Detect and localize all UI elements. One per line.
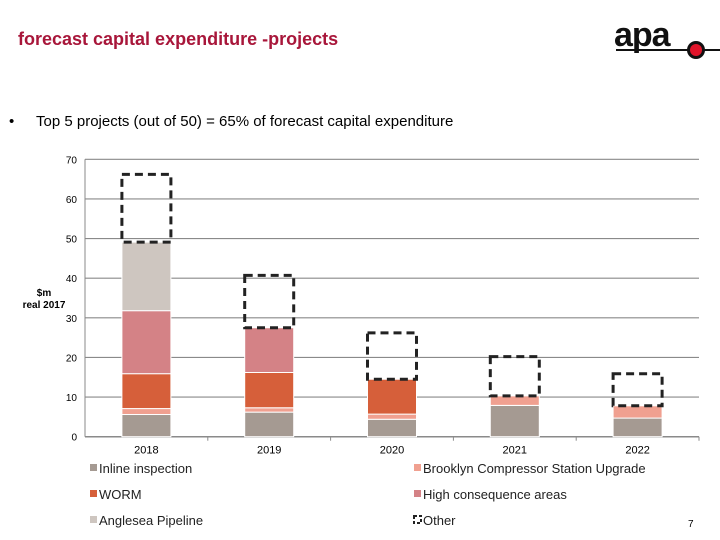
bar-segment-worm: [121, 373, 172, 410]
bar-segment-worm: [367, 378, 417, 415]
y-tick-label: 20: [66, 353, 78, 364]
legend-label: WORM: [99, 487, 142, 502]
bar-segment-other: [120, 172, 173, 244]
legend-swatch: [90, 464, 97, 471]
bullet-text: Top 5 projects (out of 50) = 65% of fore…: [36, 113, 454, 130]
legend-item: Inline inspection: [90, 461, 192, 476]
bar-segment-anglesea-pipeline: [121, 241, 172, 312]
bar-segment-inline-inspection: [367, 418, 417, 438]
x-tick-label: 2021: [503, 445, 527, 457]
bar-segment-inline-inspection: [489, 404, 540, 438]
legend-swatch: [90, 490, 97, 497]
legend-item: High consequence areas: [414, 487, 567, 502]
page-number: 7: [688, 519, 694, 530]
bar-segment-brooklyn-compressor-station-upgrade: [244, 407, 295, 413]
bar-segment-other: [366, 331, 418, 381]
bar-segment-other: [243, 273, 296, 330]
y-tick-label: 60: [66, 195, 78, 206]
y-axis-label-line1: $m: [37, 288, 52, 299]
legend-label: Anglesea Pipeline: [99, 513, 203, 528]
legend-label: Brooklyn Compressor Station Upgrade: [423, 461, 646, 476]
bar-segment-worm: [244, 372, 295, 409]
legend-item: Other: [413, 513, 456, 528]
legend-swatch: [413, 515, 422, 524]
slide-title: forecast capital expenditure -projects: [18, 29, 339, 49]
y-tick-label: 50: [66, 235, 78, 246]
bar-segment-brooklyn-compressor-station-upgrade: [489, 395, 540, 406]
svg-text:apa: apa: [614, 18, 672, 54]
y-axis-label-line2: real 2017: [23, 300, 66, 311]
bar-segment-inline-inspection: [612, 417, 663, 438]
y-tick-label: 40: [66, 274, 78, 285]
bar-segment-high-consequence-areas: [244, 327, 295, 374]
y-tick-label: 30: [66, 314, 78, 325]
bar-segment-high-consequence-areas: [121, 310, 172, 375]
x-tick-label: 2019: [257, 445, 281, 457]
x-tick-label: 2018: [134, 445, 158, 457]
y-tick-label: 70: [66, 155, 78, 166]
bar-segment-inline-inspection: [244, 411, 295, 438]
bar-segment-brooklyn-compressor-station-upgrade: [612, 405, 663, 419]
bar-segment-other: [611, 372, 664, 408]
apa-logo: apa: [612, 16, 720, 69]
legend-swatch: [90, 516, 97, 523]
legend-label: Other: [423, 513, 456, 528]
legend-item: Anglesea Pipeline: [90, 513, 203, 528]
legend-item: WORM: [90, 487, 142, 502]
y-tick-label: 0: [71, 433, 77, 444]
x-tick-label: 2020: [380, 445, 404, 457]
legend-label: High consequence areas: [423, 487, 567, 502]
legend-label: Inline inspection: [99, 461, 192, 476]
legend-swatch: [414, 464, 421, 471]
bullet-dot: •: [9, 113, 15, 130]
bar-segment-inline-inspection: [121, 414, 172, 438]
bar-segment-brooklyn-compressor-station-upgrade: [121, 408, 172, 416]
bar-segment-other: [488, 355, 541, 398]
x-tick-label: 2022: [625, 445, 649, 457]
y-tick-label: 10: [66, 393, 78, 404]
legend-item: Brooklyn Compressor Station Upgrade: [414, 461, 646, 476]
bar-segment-brooklyn-compressor-station-upgrade: [367, 413, 417, 420]
legend-swatch: [414, 490, 421, 497]
